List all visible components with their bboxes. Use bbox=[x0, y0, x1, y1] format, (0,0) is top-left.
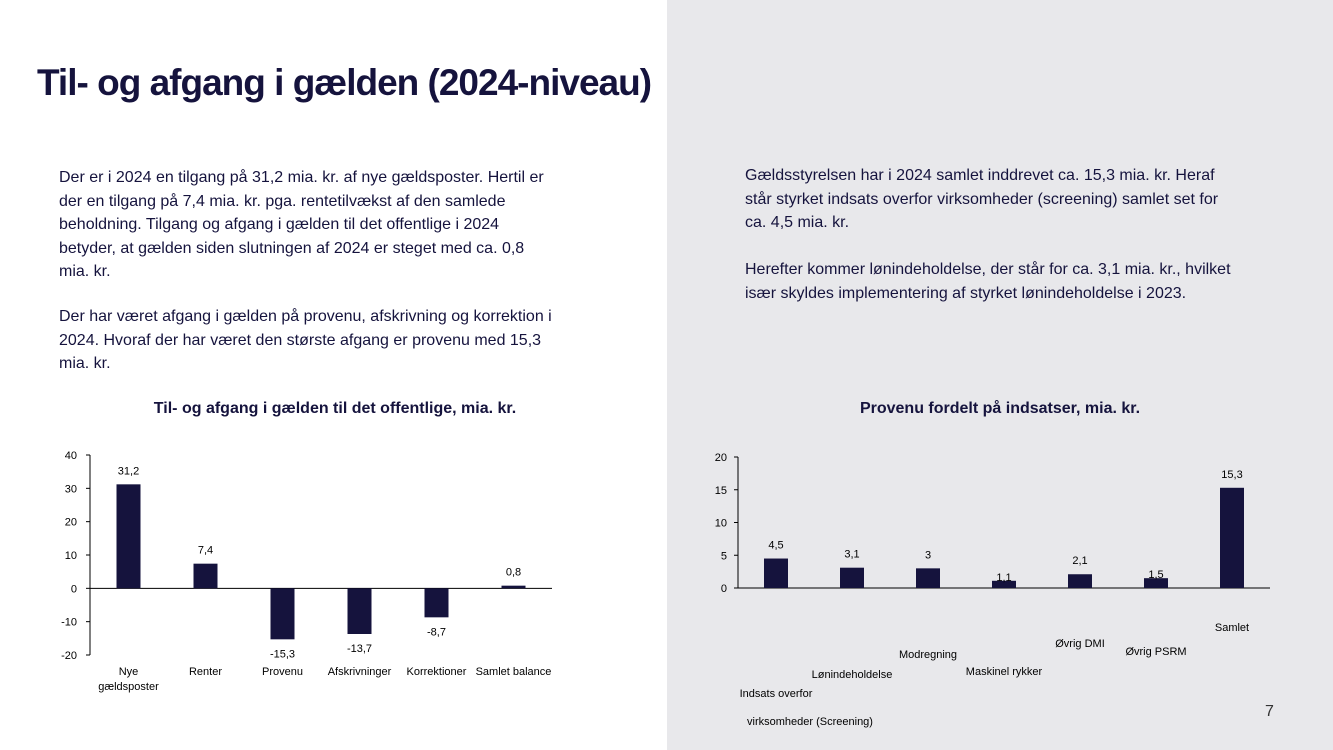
x-tick-label: Samlet balance bbox=[476, 666, 552, 678]
y-tick-label: 20 bbox=[715, 452, 727, 464]
left-paragraph-2: Der har været afgang i gælden på provenu… bbox=[59, 305, 552, 376]
bar bbox=[916, 568, 940, 588]
data-label: 15,3 bbox=[1221, 469, 1242, 481]
bar bbox=[1144, 578, 1168, 588]
y-tick-label: 10 bbox=[715, 518, 727, 530]
text-line: Der er i 2024 en tilgang på 31,2 mia. kr… bbox=[59, 169, 544, 186]
text-line: der en tilgang på 7,4 mia. kr. pga. rent… bbox=[59, 192, 506, 210]
data-label: -13,7 bbox=[347, 643, 372, 655]
data-label: 1,1 bbox=[996, 572, 1011, 584]
x-tick-label: Øvrig PSRM bbox=[1125, 646, 1186, 658]
data-label: 4,5 bbox=[768, 540, 783, 552]
y-tick-label: -20 bbox=[61, 650, 77, 662]
x-tick-label: Øvrig DMI bbox=[1055, 638, 1105, 650]
bar bbox=[116, 484, 141, 589]
x-tick-label: Renter bbox=[189, 666, 222, 678]
text-line: står styrket indsats overfor virksomhede… bbox=[745, 190, 1219, 208]
bar bbox=[1220, 487, 1244, 588]
y-tick-label: 10 bbox=[65, 550, 77, 562]
data-label: 0,8 bbox=[506, 567, 521, 579]
text-line: 2024. Hvoraf der har været den største a… bbox=[59, 331, 542, 349]
y-tick-label: 20 bbox=[65, 517, 77, 529]
right-paragraph-2: Herefter kommer lønindeholdelse, der stå… bbox=[745, 258, 1231, 305]
data-label: 3,1 bbox=[844, 549, 859, 561]
y-tick-label: 40 bbox=[65, 450, 77, 462]
text-line: Gældsstyrelsen har i 2024 samlet inddrev… bbox=[745, 167, 1215, 184]
left-paragraph-1: Der er i 2024 en tilgang på 31,2 mia. kr… bbox=[59, 166, 544, 284]
x-tick-label: Modregning bbox=[899, 649, 957, 661]
bar bbox=[424, 588, 449, 618]
x-tick-label: Afskrivninger bbox=[328, 666, 392, 678]
bar bbox=[840, 567, 864, 588]
bar bbox=[1068, 574, 1092, 588]
x-tick-label: Korrektioner bbox=[407, 666, 467, 678]
x-tick-label: virksomheder (Screening) bbox=[747, 716, 873, 728]
bar bbox=[347, 588, 372, 634]
data-label: 2,1 bbox=[1072, 555, 1087, 567]
data-label: -15,3 bbox=[270, 648, 295, 660]
text-line: beholdning. Tilgang og afgang i gælden t… bbox=[59, 216, 500, 233]
x-tick-label: Provenu bbox=[262, 666, 303, 678]
text-line: ca. 4,5 mia. kr. bbox=[745, 214, 850, 231]
chart-1-title: Til- og afgang i gælden til det offentli… bbox=[153, 400, 517, 417]
y-tick-label: 0 bbox=[721, 583, 727, 595]
x-tick-label: Samlet bbox=[1215, 622, 1249, 634]
x-tick-label: gældsposter bbox=[98, 681, 159, 693]
page-number: 7 bbox=[1265, 703, 1274, 720]
data-label: 31,2 bbox=[118, 465, 139, 477]
bar bbox=[193, 563, 218, 589]
text-line: mia. kr. bbox=[59, 355, 111, 372]
data-label: -8,7 bbox=[427, 626, 446, 638]
bar bbox=[992, 580, 1016, 588]
data-label: 3 bbox=[925, 549, 931, 561]
y-tick-label: -10 bbox=[61, 617, 77, 629]
y-tick-label: 0 bbox=[71, 583, 77, 595]
right-paragraph-1: Gældsstyrelsen har i 2024 samlet inddrev… bbox=[745, 164, 1218, 235]
text-line: Herefter kommer lønindeholdelse, der stå… bbox=[745, 261, 1231, 278]
bar bbox=[270, 588, 295, 640]
text-line: Der har været afgang i gælden på provenu… bbox=[59, 308, 552, 325]
text-line: især skyldes implementering af styrket l… bbox=[745, 284, 1187, 302]
x-tick-label: Lønindeholdelse bbox=[812, 669, 893, 681]
data-label: 1,5 bbox=[1148, 569, 1163, 581]
text-line: betyder, at gælden siden slutningen af 2… bbox=[59, 239, 525, 257]
x-tick-label: Maskinel rykker bbox=[966, 666, 1043, 678]
y-tick-label: 15 bbox=[715, 485, 727, 497]
x-tick-label: Indsats overfor bbox=[740, 688, 813, 700]
y-tick-label: 5 bbox=[721, 550, 727, 562]
chart-2-title: Provenu fordelt på indsatser, mia. kr. bbox=[859, 400, 1141, 417]
page-title: Til- og afgang i gælden (2024-niveau) bbox=[37, 62, 652, 103]
y-tick-label: 30 bbox=[65, 483, 77, 495]
x-tick-label: Nye bbox=[119, 666, 139, 678]
data-label: 7,4 bbox=[198, 545, 213, 557]
bar bbox=[501, 585, 526, 589]
bar bbox=[764, 558, 788, 588]
right-panel-background bbox=[667, 0, 1333, 750]
text-line: mia. kr. bbox=[59, 263, 111, 280]
